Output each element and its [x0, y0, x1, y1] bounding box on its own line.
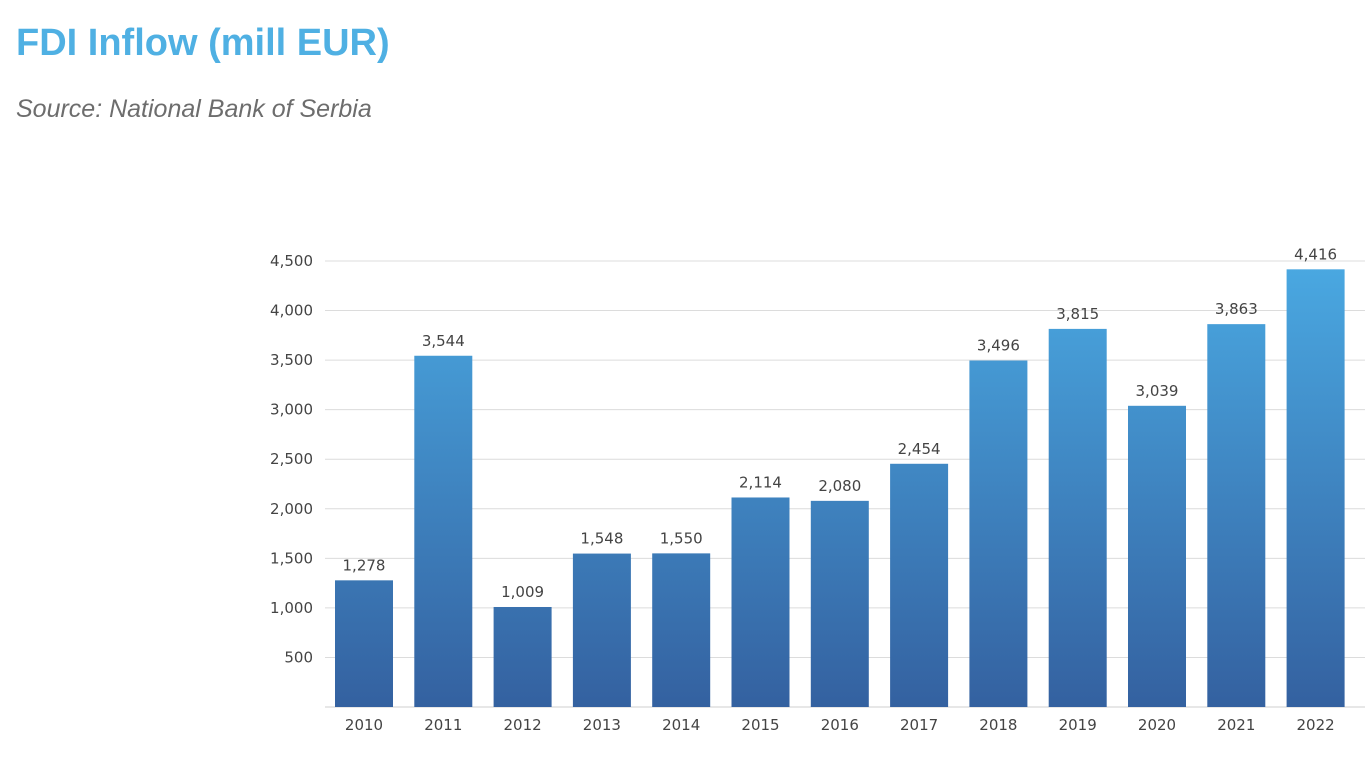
data-label: 3,039 [1136, 382, 1179, 400]
bar-2014 [652, 553, 711, 707]
bar-2012 [493, 606, 552, 707]
data-label: 1,550 [660, 529, 703, 547]
x-tick-label: 2018 [979, 716, 1017, 734]
x-tick-label: 2010 [345, 716, 383, 734]
data-label: 4,416 [1294, 245, 1337, 263]
y-tick-label: 1,000 [270, 599, 313, 617]
data-label: 3,496 [977, 337, 1020, 355]
bar-2015 [731, 497, 790, 707]
bar-2011 [414, 355, 473, 707]
x-tick-label: 2015 [741, 716, 779, 734]
y-tick-label: 3,500 [270, 351, 313, 369]
data-label: 1,278 [343, 556, 386, 574]
x-tick-label: 2021 [1217, 716, 1255, 734]
bar-2019 [1048, 328, 1107, 707]
bar-2013 [572, 553, 631, 707]
x-tick-label: 2012 [504, 716, 542, 734]
x-tick-label: 2016 [821, 716, 859, 734]
bar-2022 [1286, 269, 1345, 707]
data-label: 2,080 [818, 477, 861, 495]
data-label: 2,114 [739, 473, 782, 491]
data-label: 3,544 [422, 332, 465, 350]
data-label: 3,863 [1215, 300, 1258, 318]
x-tick-label: 2011 [424, 716, 462, 734]
x-tick-label: 2013 [583, 716, 621, 734]
data-label: 1,548 [580, 530, 623, 548]
x-tick-label: 2014 [662, 716, 700, 734]
data-label: 1,009 [501, 583, 544, 601]
bar-2016 [810, 500, 869, 707]
y-tick-label: 2,500 [270, 450, 313, 468]
chart-title: FDI Inflow (mill EUR) [16, 22, 390, 64]
bar-2020 [1128, 405, 1186, 707]
x-tick-label: 2017 [900, 716, 938, 734]
chart-subtitle: Source: National Bank of Serbia [16, 95, 372, 123]
y-tick-label: 2,000 [270, 500, 313, 518]
data-label: 3,815 [1056, 305, 1099, 323]
y-tick-label: 1,500 [270, 549, 313, 567]
y-tick-label: 4,000 [270, 302, 313, 320]
y-tick-label: 4,500 [270, 252, 313, 270]
bar-2010 [335, 580, 393, 707]
y-tick-label: 3,000 [270, 401, 313, 419]
x-tick-label: 2022 [1297, 716, 1335, 734]
x-tick-label: 2019 [1059, 716, 1097, 734]
data-label: 2,454 [898, 440, 941, 458]
bar-2021 [1207, 324, 1266, 707]
bar-2018 [969, 360, 1028, 707]
x-tick-label: 2020 [1138, 716, 1176, 734]
y-tick-label: 500 [284, 648, 313, 666]
bar-2017 [890, 463, 949, 707]
